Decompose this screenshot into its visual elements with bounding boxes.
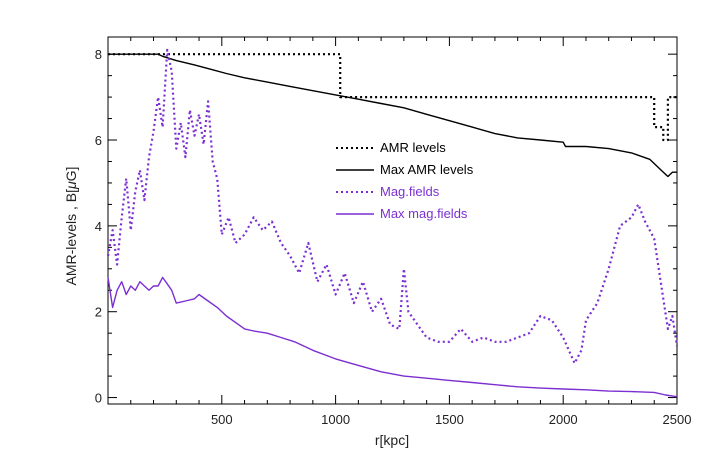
x-tick-label: 2500 [663, 412, 692, 427]
y-axis-label: AMR-levels , B[μG] [63, 167, 79, 286]
x-tick-label: 1500 [435, 412, 464, 427]
x-tick-label: 1000 [321, 412, 350, 427]
y-tick-label: 6 [95, 133, 102, 148]
y-axis-label-prefix: AMR-levels , B[ [63, 189, 79, 286]
legend-label-max-mag-fields: Max mag.fields [380, 206, 468, 221]
y-tick-label: 8 [95, 47, 102, 62]
x-axis-label: r[kpc] [375, 432, 409, 448]
y-tick-label: 2 [95, 305, 102, 320]
y-axis-label-suffix: G] [63, 167, 79, 182]
y-tick-label: 0 [95, 391, 102, 406]
legend-label-max-amr-levels: Max AMR levels [380, 162, 474, 177]
legend: AMR levels Max AMR levels Mag.fields Max… [336, 140, 474, 221]
plot-frame [107, 36, 678, 405]
y-axis-label-mu: μ [63, 181, 79, 190]
series-line-max-amr-levels [108, 53, 677, 178]
x-tick-label: 2000 [549, 412, 578, 427]
series-line-max-mag-fields [107, 276, 678, 398]
y-tick-label: 4 [95, 219, 102, 234]
legend-label-mag-fields: Mag.fields [380, 184, 440, 199]
legend-label-amr-levels: AMR levels [380, 140, 446, 155]
x-tick-label: 500 [211, 412, 233, 427]
